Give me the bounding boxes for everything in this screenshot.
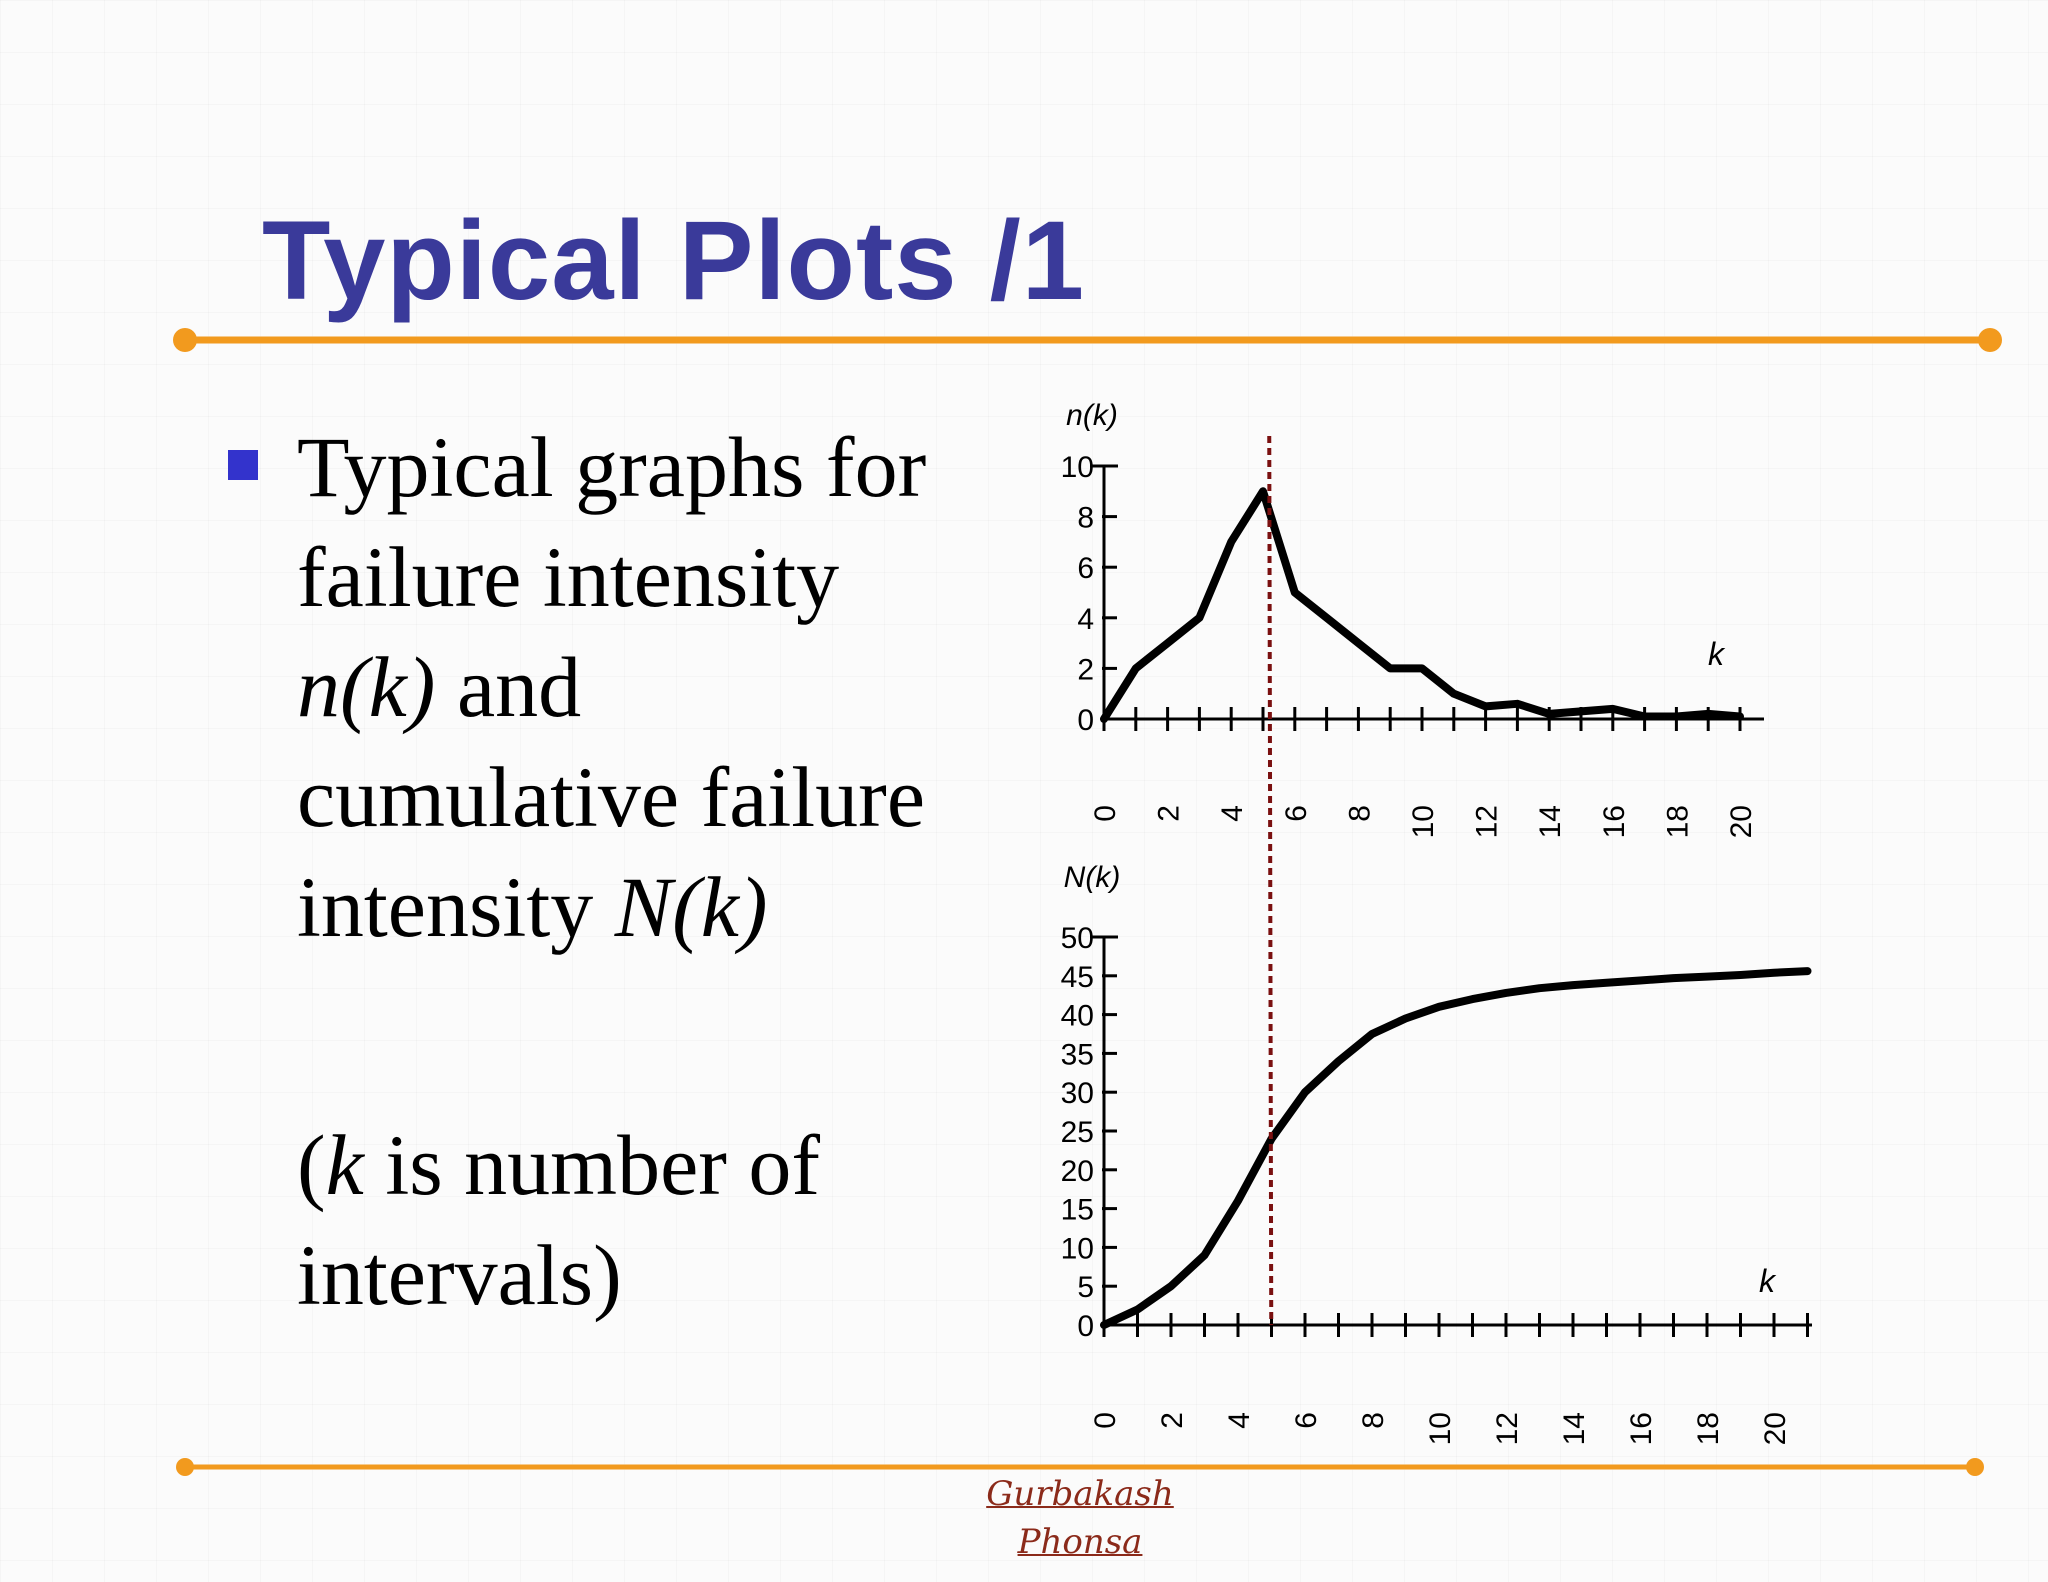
signature-line-1: Gurbakash xyxy=(986,1474,1174,1514)
dashed-marker-line xyxy=(1267,435,1274,1326)
bullet-line-5: intensity N(k) xyxy=(297,852,997,962)
bullet-line-2: failure intensity xyxy=(297,529,840,625)
bullet-line-4: cumulative failure xyxy=(297,749,925,845)
y-tick-label: 45 xyxy=(1061,961,1094,994)
x-tick-label: 20 xyxy=(1759,1412,1792,1445)
and-word: and xyxy=(456,639,582,735)
x-tick-label: 14 xyxy=(1558,1412,1591,1445)
intensity-word: intensity xyxy=(297,859,594,955)
top-rule-right-dot xyxy=(1978,328,2002,352)
chart-failure-intensity: 0 2 4 6 8 10 0 2 4 6 8 10 12 14 16 18 20 n(k) k xyxy=(1061,399,1764,838)
y-tick-label: 15 xyxy=(1061,1194,1094,1227)
x-tick-label: 6 xyxy=(1280,805,1313,822)
bullet-square-icon xyxy=(228,450,258,480)
y-tick-label: 10 xyxy=(1061,1232,1094,1265)
bottom-rule-left-dot xyxy=(176,1458,194,1476)
x-tick-label: 18 xyxy=(1661,805,1694,838)
series-line xyxy=(1100,487,1744,723)
x-tick-label: 0 xyxy=(1089,805,1122,822)
y-tick-label: 50 xyxy=(1061,922,1094,955)
x-tick-label: 0 xyxy=(1089,1412,1122,1429)
x-tick-label: 12 xyxy=(1491,1412,1524,1445)
y-tick-label: 40 xyxy=(1061,1000,1094,1033)
x-tick-label: 12 xyxy=(1471,805,1504,838)
y-tick-label: 20 xyxy=(1061,1155,1094,1188)
y-tick-label: 2 xyxy=(1077,653,1094,686)
x-tick-label: 8 xyxy=(1343,805,1376,822)
x-tick-label: 4 xyxy=(1216,805,1249,822)
y-tick-label: 5 xyxy=(1077,1271,1094,1304)
signature: Gurbakash Phonsa xyxy=(950,1470,1210,1566)
y-tick-label: 25 xyxy=(1061,1116,1094,1149)
y-tick-label: 0 xyxy=(1077,704,1094,737)
y-tick-label: 30 xyxy=(1061,1077,1094,1110)
x-tick-label: 16 xyxy=(1625,1412,1658,1445)
y-axis-label: n(k) xyxy=(1066,399,1118,432)
bullet-line-3: n(k) and xyxy=(297,632,997,742)
x-axis-label: k xyxy=(1759,1263,1777,1299)
y-tick-label: 6 xyxy=(1077,552,1094,585)
y-tick-label: 10 xyxy=(1061,451,1094,484)
x-tick-label: 2 xyxy=(1153,805,1186,822)
note-k: k xyxy=(325,1117,364,1213)
chart-cumulative-failure-intensity: 0 5 10 15 20 25 30 35 40 45 50 0 2 4 6 8 10 12 14 16 18 20 N(k… xyxy=(1061,861,1812,1445)
x-axis-label: k xyxy=(1708,636,1726,672)
y-tick-label: 4 xyxy=(1077,603,1094,636)
x-tick-label: 20 xyxy=(1725,805,1758,838)
bullet-text: Typical graphs for failure intensity n(k… xyxy=(297,412,997,962)
note-line-1: (k is number of xyxy=(297,1110,997,1220)
note-rest: is number of xyxy=(363,1117,821,1213)
x-tick-label: 14 xyxy=(1534,805,1567,838)
top-rule-left-dot xyxy=(173,328,197,352)
x-tick-label: 10 xyxy=(1407,805,1440,838)
x-tick-label: 8 xyxy=(1357,1412,1390,1429)
y-tick-label: 8 xyxy=(1077,502,1094,535)
x-tick-label: 10 xyxy=(1424,1412,1457,1445)
x-tick-label: 16 xyxy=(1598,805,1631,838)
series-line xyxy=(1100,967,1812,1329)
bullet-line-1: Typical graphs for xyxy=(297,419,927,515)
x-tick-label: 4 xyxy=(1223,1412,1256,1429)
note-text: (k is number of intervals) xyxy=(297,1110,997,1330)
x-tick-label: 6 xyxy=(1290,1412,1323,1429)
signature-line-2: Phonsa xyxy=(1017,1522,1143,1562)
y-tick-label: 0 xyxy=(1077,1310,1094,1343)
Nk-term: N(k) xyxy=(614,859,768,955)
nk-term: n(k) xyxy=(297,639,436,735)
x-tick-label: 18 xyxy=(1692,1412,1725,1445)
note-line-2: intervals) xyxy=(297,1227,622,1323)
y-axis-label: N(k) xyxy=(1064,861,1121,894)
x-tick-label: 2 xyxy=(1156,1412,1189,1429)
y-tick-label: 35 xyxy=(1061,1038,1094,1071)
bottom-rule-right-dot xyxy=(1966,1458,1984,1476)
slide-title: Typical Plots /1 xyxy=(262,198,1086,323)
note-open: ( xyxy=(297,1117,326,1213)
